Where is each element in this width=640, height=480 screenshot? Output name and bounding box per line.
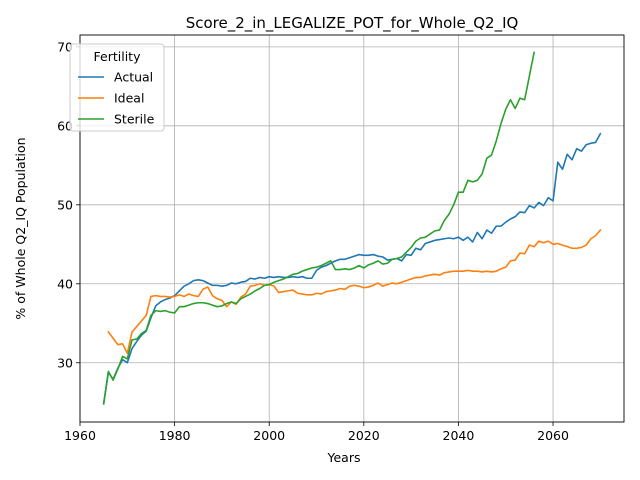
- x-tick-label: 2060: [537, 428, 569, 443]
- legend-entries: Actual Ideal Sterile: [78, 70, 155, 127]
- legend-label-ideal: Ideal: [114, 91, 144, 106]
- x-tick-label: 2040: [443, 428, 475, 443]
- grid-lines: [79, 35, 624, 422]
- legend: Fertility Actual Ideal Sterile: [69, 43, 165, 132]
- y-tick-label: 40: [57, 276, 73, 291]
- plot-area-frame: [79, 34, 625, 423]
- x-tick-label: 2000: [253, 428, 285, 443]
- series-line-ideal: [107, 228, 602, 355]
- legend-label-sterile: Sterile: [114, 112, 155, 127]
- x-tick-label: 1980: [159, 428, 191, 443]
- x-tick-label: 2020: [348, 428, 380, 443]
- legend-title: Fertility: [94, 49, 142, 64]
- y-tick-label: 60: [57, 118, 73, 133]
- legend-box: [69, 43, 165, 132]
- y-axis-label: % of Whole Q2_IQ Population: [13, 137, 28, 319]
- x-axis-label: Years: [327, 450, 361, 465]
- y-tick-label: 30: [57, 355, 73, 370]
- series-line-sterile: [102, 51, 536, 405]
- x-tick-label: 1960: [64, 428, 96, 443]
- axis-ticks: 1960 1980 2000 2020 2040 2060 30 40 50 60 70: [57, 39, 569, 443]
- y-tick-label: 50: [57, 197, 73, 212]
- chart-title: Score_2_in_LEGALIZE_POT_for_Whole_Q2_IQ: [186, 14, 519, 33]
- legend-label-actual: Actual: [114, 70, 153, 85]
- y-tick-label: 70: [57, 39, 73, 54]
- series-lines: [102, 51, 602, 405]
- series-line-actual: [102, 132, 602, 405]
